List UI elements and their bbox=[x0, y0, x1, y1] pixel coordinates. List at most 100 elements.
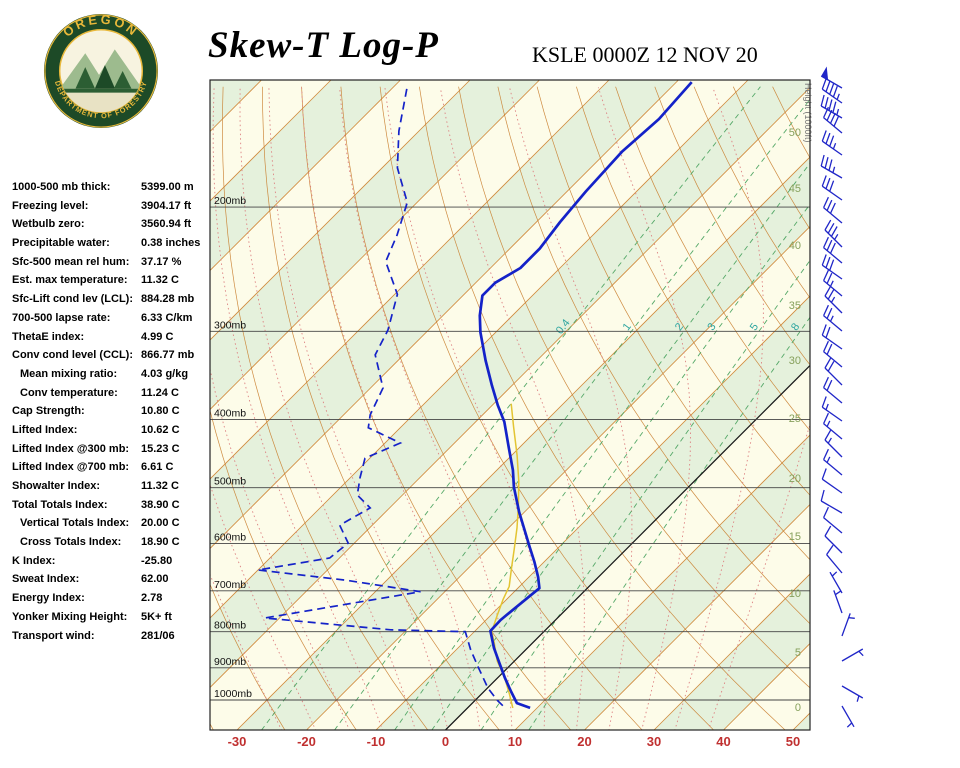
index-value: 18.90 C bbox=[141, 536, 180, 549]
wind-barb bbox=[821, 130, 843, 156]
svg-text:45: 45 bbox=[789, 183, 801, 195]
index-label: Cap Strength: bbox=[12, 405, 85, 418]
wind-barb-column bbox=[820, 66, 864, 728]
svg-text:30: 30 bbox=[647, 734, 661, 749]
svg-text:0: 0 bbox=[442, 734, 449, 749]
index-label: 1000-500 mb thick: bbox=[12, 181, 111, 193]
wind-barb bbox=[821, 396, 843, 422]
wind-barb bbox=[823, 412, 843, 440]
pressure-lines bbox=[210, 206, 810, 701]
svg-text:8: 8 bbox=[789, 321, 802, 333]
svg-text:40: 40 bbox=[716, 734, 730, 749]
index-row: Lifted Index @700 mb: 6.61 C bbox=[12, 461, 210, 480]
wind-barb bbox=[824, 285, 843, 314]
index-row: Transport wind: 281/06 bbox=[12, 630, 210, 649]
svg-text:400mb: 400mb bbox=[214, 407, 246, 419]
index-row: 700-500 lapse rate: 6.33 C/km bbox=[12, 312, 210, 331]
index-label: Lifted Index @300 mb: bbox=[12, 442, 130, 455]
index-row: K Index: -25.80 bbox=[12, 555, 210, 574]
index-value: 2.78 bbox=[141, 592, 163, 605]
index-label: Sfc-Lift cond lev (LCL): bbox=[12, 293, 133, 306]
wind-barb bbox=[823, 236, 843, 264]
index-row: Showalter Index: 11.32 C bbox=[12, 480, 210, 499]
index-value: 884.28 mb bbox=[141, 293, 195, 306]
wind-barb bbox=[823, 506, 843, 534]
svg-text:15: 15 bbox=[789, 531, 801, 543]
svg-text:700mb: 700mb bbox=[214, 579, 246, 591]
index-label: Lifted Index @700 mb: bbox=[12, 461, 130, 474]
svg-text:1000mb: 1000mb bbox=[214, 688, 252, 700]
index-label: Sfc-500 mean rel hum: bbox=[12, 255, 130, 268]
svg-text:35: 35 bbox=[789, 300, 801, 312]
agency-logo: OREGON DEPARTMENT OF FORESTRY bbox=[42, 11, 160, 135]
index-value: 37.17 % bbox=[141, 255, 182, 268]
wind-barb bbox=[823, 376, 843, 404]
plot-border bbox=[209, 79, 811, 731]
index-value: 3560.94 ft bbox=[141, 218, 192, 231]
svg-text:200mb: 200mb bbox=[214, 195, 246, 207]
dewpoint-line bbox=[257, 88, 506, 709]
index-row: Sfc-Lift cond lev (LCL): 884.28 mb bbox=[12, 293, 210, 312]
index-label: Cross Totals Index: bbox=[20, 536, 122, 549]
wind-barb bbox=[841, 705, 855, 728]
index-label: Yonker Mixing Height: bbox=[12, 610, 128, 623]
svg-text:30: 30 bbox=[789, 355, 801, 367]
svg-text:600mb: 600mb bbox=[214, 532, 246, 544]
svg-text:800mb: 800mb bbox=[214, 620, 246, 632]
index-label: Vertical Totals Index: bbox=[20, 517, 130, 530]
wind-barb bbox=[841, 685, 864, 702]
index-label: Showalter Index: bbox=[12, 480, 101, 492]
wind-barb bbox=[821, 78, 843, 104]
dry-adiabat-lines bbox=[210, 86, 810, 730]
index-row: Energy Index: 2.78 bbox=[12, 592, 210, 611]
svg-text:300mb: 300mb bbox=[214, 319, 246, 331]
svg-text:50: 50 bbox=[789, 127, 801, 139]
wind-barb bbox=[821, 254, 843, 280]
index-value: 11.32 C bbox=[141, 480, 179, 492]
index-label: Lifted Index: bbox=[12, 423, 78, 436]
svg-text:900mb: 900mb bbox=[214, 656, 246, 668]
height-axis-title: Height (1000ft) bbox=[803, 83, 813, 143]
index-value: 6.61 C bbox=[141, 461, 174, 474]
wind-barb bbox=[823, 448, 843, 476]
wind-barb bbox=[823, 106, 843, 134]
index-row: Lifted Index: 10.62 C bbox=[12, 424, 210, 443]
wind-barb bbox=[823, 304, 843, 332]
mixing-ratio-lines bbox=[261, 86, 810, 730]
index-label: Conv temperature: bbox=[20, 386, 118, 399]
index-value: 4.03 g/kg bbox=[141, 367, 189, 380]
index-label: ThetaE index: bbox=[12, 330, 85, 343]
wind-barb bbox=[824, 525, 843, 554]
index-row: Sweat Index: 62.00 bbox=[12, 573, 210, 592]
wind-barb bbox=[821, 324, 843, 350]
wind-barb bbox=[841, 613, 855, 637]
index-value: 866.77 mb bbox=[141, 349, 195, 362]
temperature-line bbox=[478, 81, 693, 710]
temp-axis-labels: -30 -20 -10 0 10 20 30 40 50 bbox=[228, 734, 801, 749]
index-value: 3904.17 ft bbox=[141, 199, 192, 212]
index-label: Mean mixing ratio: bbox=[20, 367, 118, 380]
svg-text:-10: -10 bbox=[367, 734, 386, 749]
pressure-labels: 200mb 300mb 400mb 500mb 600mb 700mb 800mb 900mb… bbox=[214, 195, 252, 700]
index-value: 5K+ ft bbox=[141, 610, 172, 623]
index-value: 0.38 inches bbox=[141, 237, 201, 250]
index-label: Sweat Index: bbox=[12, 573, 80, 586]
svg-text:10: 10 bbox=[789, 588, 801, 600]
index-row: Mean mixing ratio: 4.03 g/kg bbox=[12, 368, 210, 387]
isotherm-lines bbox=[210, 80, 810, 730]
index-row: 1000-500 mb thick: 5399.00 m bbox=[12, 181, 210, 200]
svg-text:50: 50 bbox=[786, 734, 800, 749]
svg-text:500mb: 500mb bbox=[214, 476, 246, 488]
index-value: 6.33 C/km bbox=[141, 311, 193, 324]
station-datetime-label: KSLE 0000Z 12 NOV 20 bbox=[532, 42, 758, 67]
indices-panel: 1000-500 mb thick: 5399.00 m Freezing leve… bbox=[12, 181, 210, 648]
index-row: Freezing level: 3904.17 ft bbox=[12, 200, 210, 219]
wind-barb bbox=[826, 544, 843, 574]
index-label: Wetbulb zero: bbox=[12, 218, 85, 231]
index-value: -25.80 bbox=[141, 554, 173, 567]
forestry-logo-icon: OREGON DEPARTMENT OF FORESTRY bbox=[43, 11, 159, 129]
wind-barb bbox=[820, 66, 843, 89]
index-label: Total Totals Index: bbox=[12, 498, 108, 511]
index-label: Transport wind: bbox=[12, 629, 95, 642]
index-row: Sfc-500 mean rel hum: 37.17 % bbox=[12, 256, 210, 275]
